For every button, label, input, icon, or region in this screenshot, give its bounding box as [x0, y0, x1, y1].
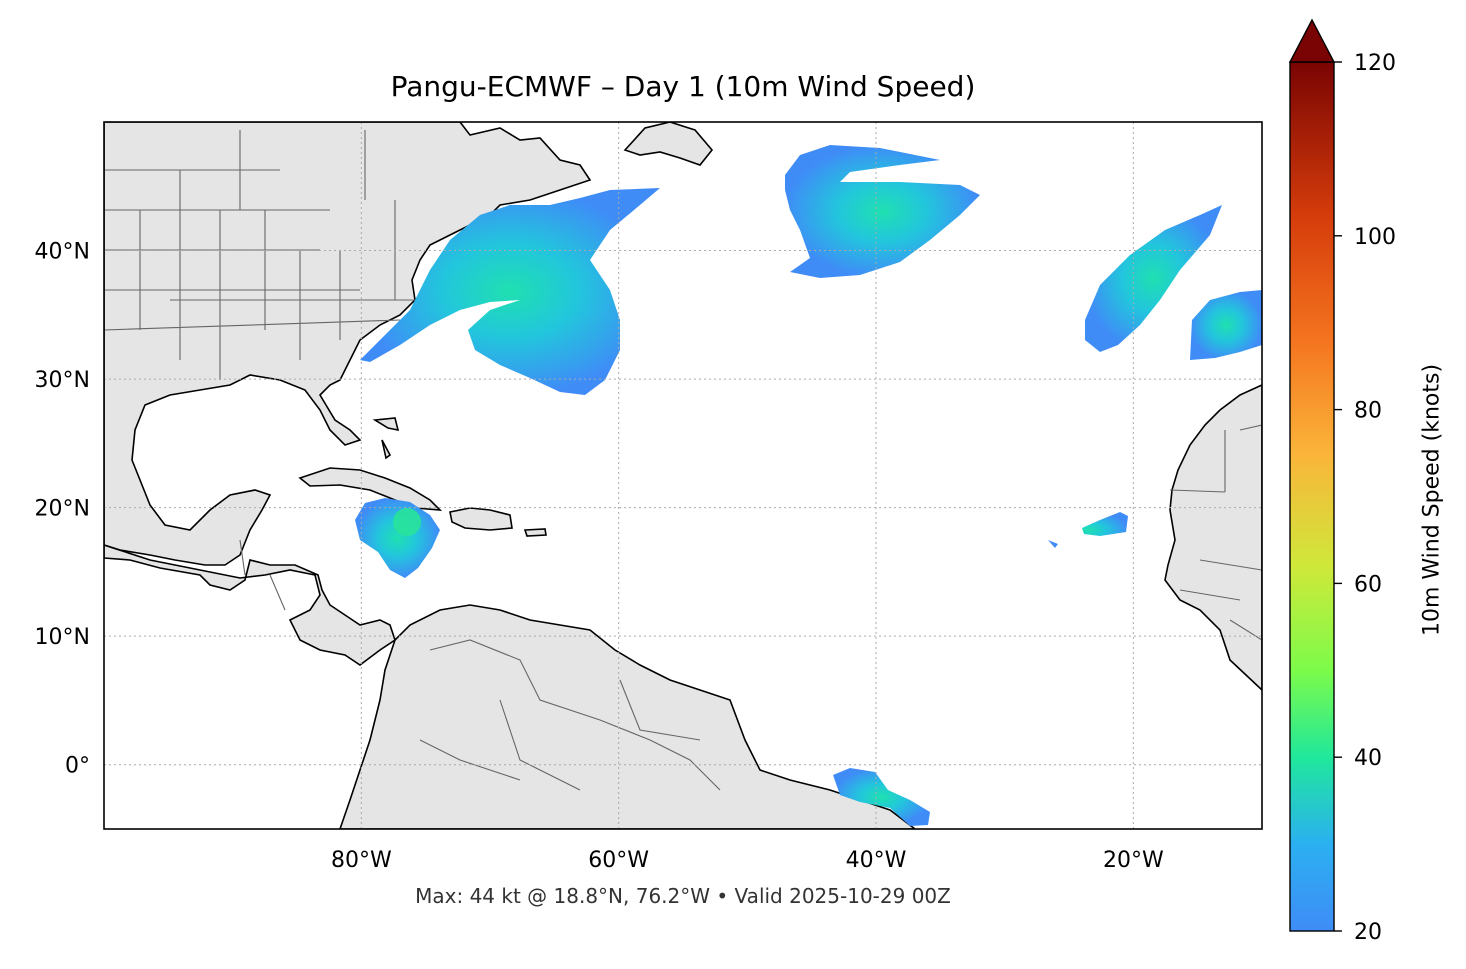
bahamas-islands	[372, 417, 400, 460]
newfoundland-island	[623, 122, 714, 166]
wind-region-canary	[1190, 290, 1262, 360]
map-title: Pangu-ECMWF – Day 1 (10m Wind Speed)	[390, 70, 976, 103]
colorbar-tick-label: 20	[1354, 920, 1382, 945]
wind-region-us-east-coast	[360, 188, 660, 395]
colorbar-gradient	[1289, 61, 1335, 932]
max-wind-marker	[393, 508, 421, 536]
central-america-landmass	[104, 544, 396, 666]
wind-speed-field	[355, 145, 1262, 826]
lat-tick-label: 20°N	[35, 497, 90, 522]
map-content	[104, 122, 1262, 829]
puerto-rico-island	[523, 528, 547, 537]
lat-tick-label: 10°N	[35, 625, 90, 650]
hispaniola-island	[449, 507, 513, 531]
africa-landmass	[1164, 384, 1262, 692]
wind-region-equatorial	[833, 768, 930, 826]
wind-region-central-atlantic	[785, 145, 980, 278]
lat-tick-label: 30°N	[35, 368, 90, 393]
north-america-landmass	[104, 122, 592, 566]
colorbar-tick-label: 80	[1354, 399, 1382, 424]
south-america-landmass	[339, 604, 917, 829]
lat-tick-label: 0°	[65, 754, 90, 779]
lon-tick-label: 60°W	[588, 848, 649, 873]
gridlines	[104, 122, 1262, 829]
cuba-island	[298, 467, 443, 511]
map-frame	[103, 121, 1263, 830]
map-footer: Max: 44 kt @ 18.8°N, 76.2°W • Valid 2025…	[415, 884, 951, 908]
lon-tick-label: 80°W	[331, 848, 392, 873]
lat-tick-label: 40°N	[35, 240, 90, 265]
wind-region-east-atlantic	[1085, 205, 1222, 352]
colorbar-tick-label: 100	[1354, 225, 1396, 250]
lon-tick-label: 20°W	[1103, 848, 1164, 873]
political-borders	[104, 130, 1262, 791]
colorbar-tick-label: 40	[1354, 746, 1382, 771]
colorbar-tick-label: 60	[1354, 572, 1382, 597]
latitude-axis: 40°N 30°N 20°N 10°N 0°	[35, 240, 90, 779]
wind-region-tropical-small	[1048, 512, 1128, 548]
longitude-axis: 80°W 60°W 40°W 20°W	[331, 848, 1164, 873]
lon-tick-label: 40°W	[846, 848, 907, 873]
colorbar-extend-arrow	[1288, 18, 1336, 63]
land-layer	[104, 122, 1262, 829]
colorbar: 20 40 60 80 100 120	[1288, 18, 1396, 945]
colorbar-label: 10m Wind Speed (knots)	[1419, 363, 1445, 637]
colorbar-tick-label: 120	[1354, 51, 1396, 76]
colorbar-ticks: 20 40 60 80 100 120	[1334, 51, 1396, 945]
